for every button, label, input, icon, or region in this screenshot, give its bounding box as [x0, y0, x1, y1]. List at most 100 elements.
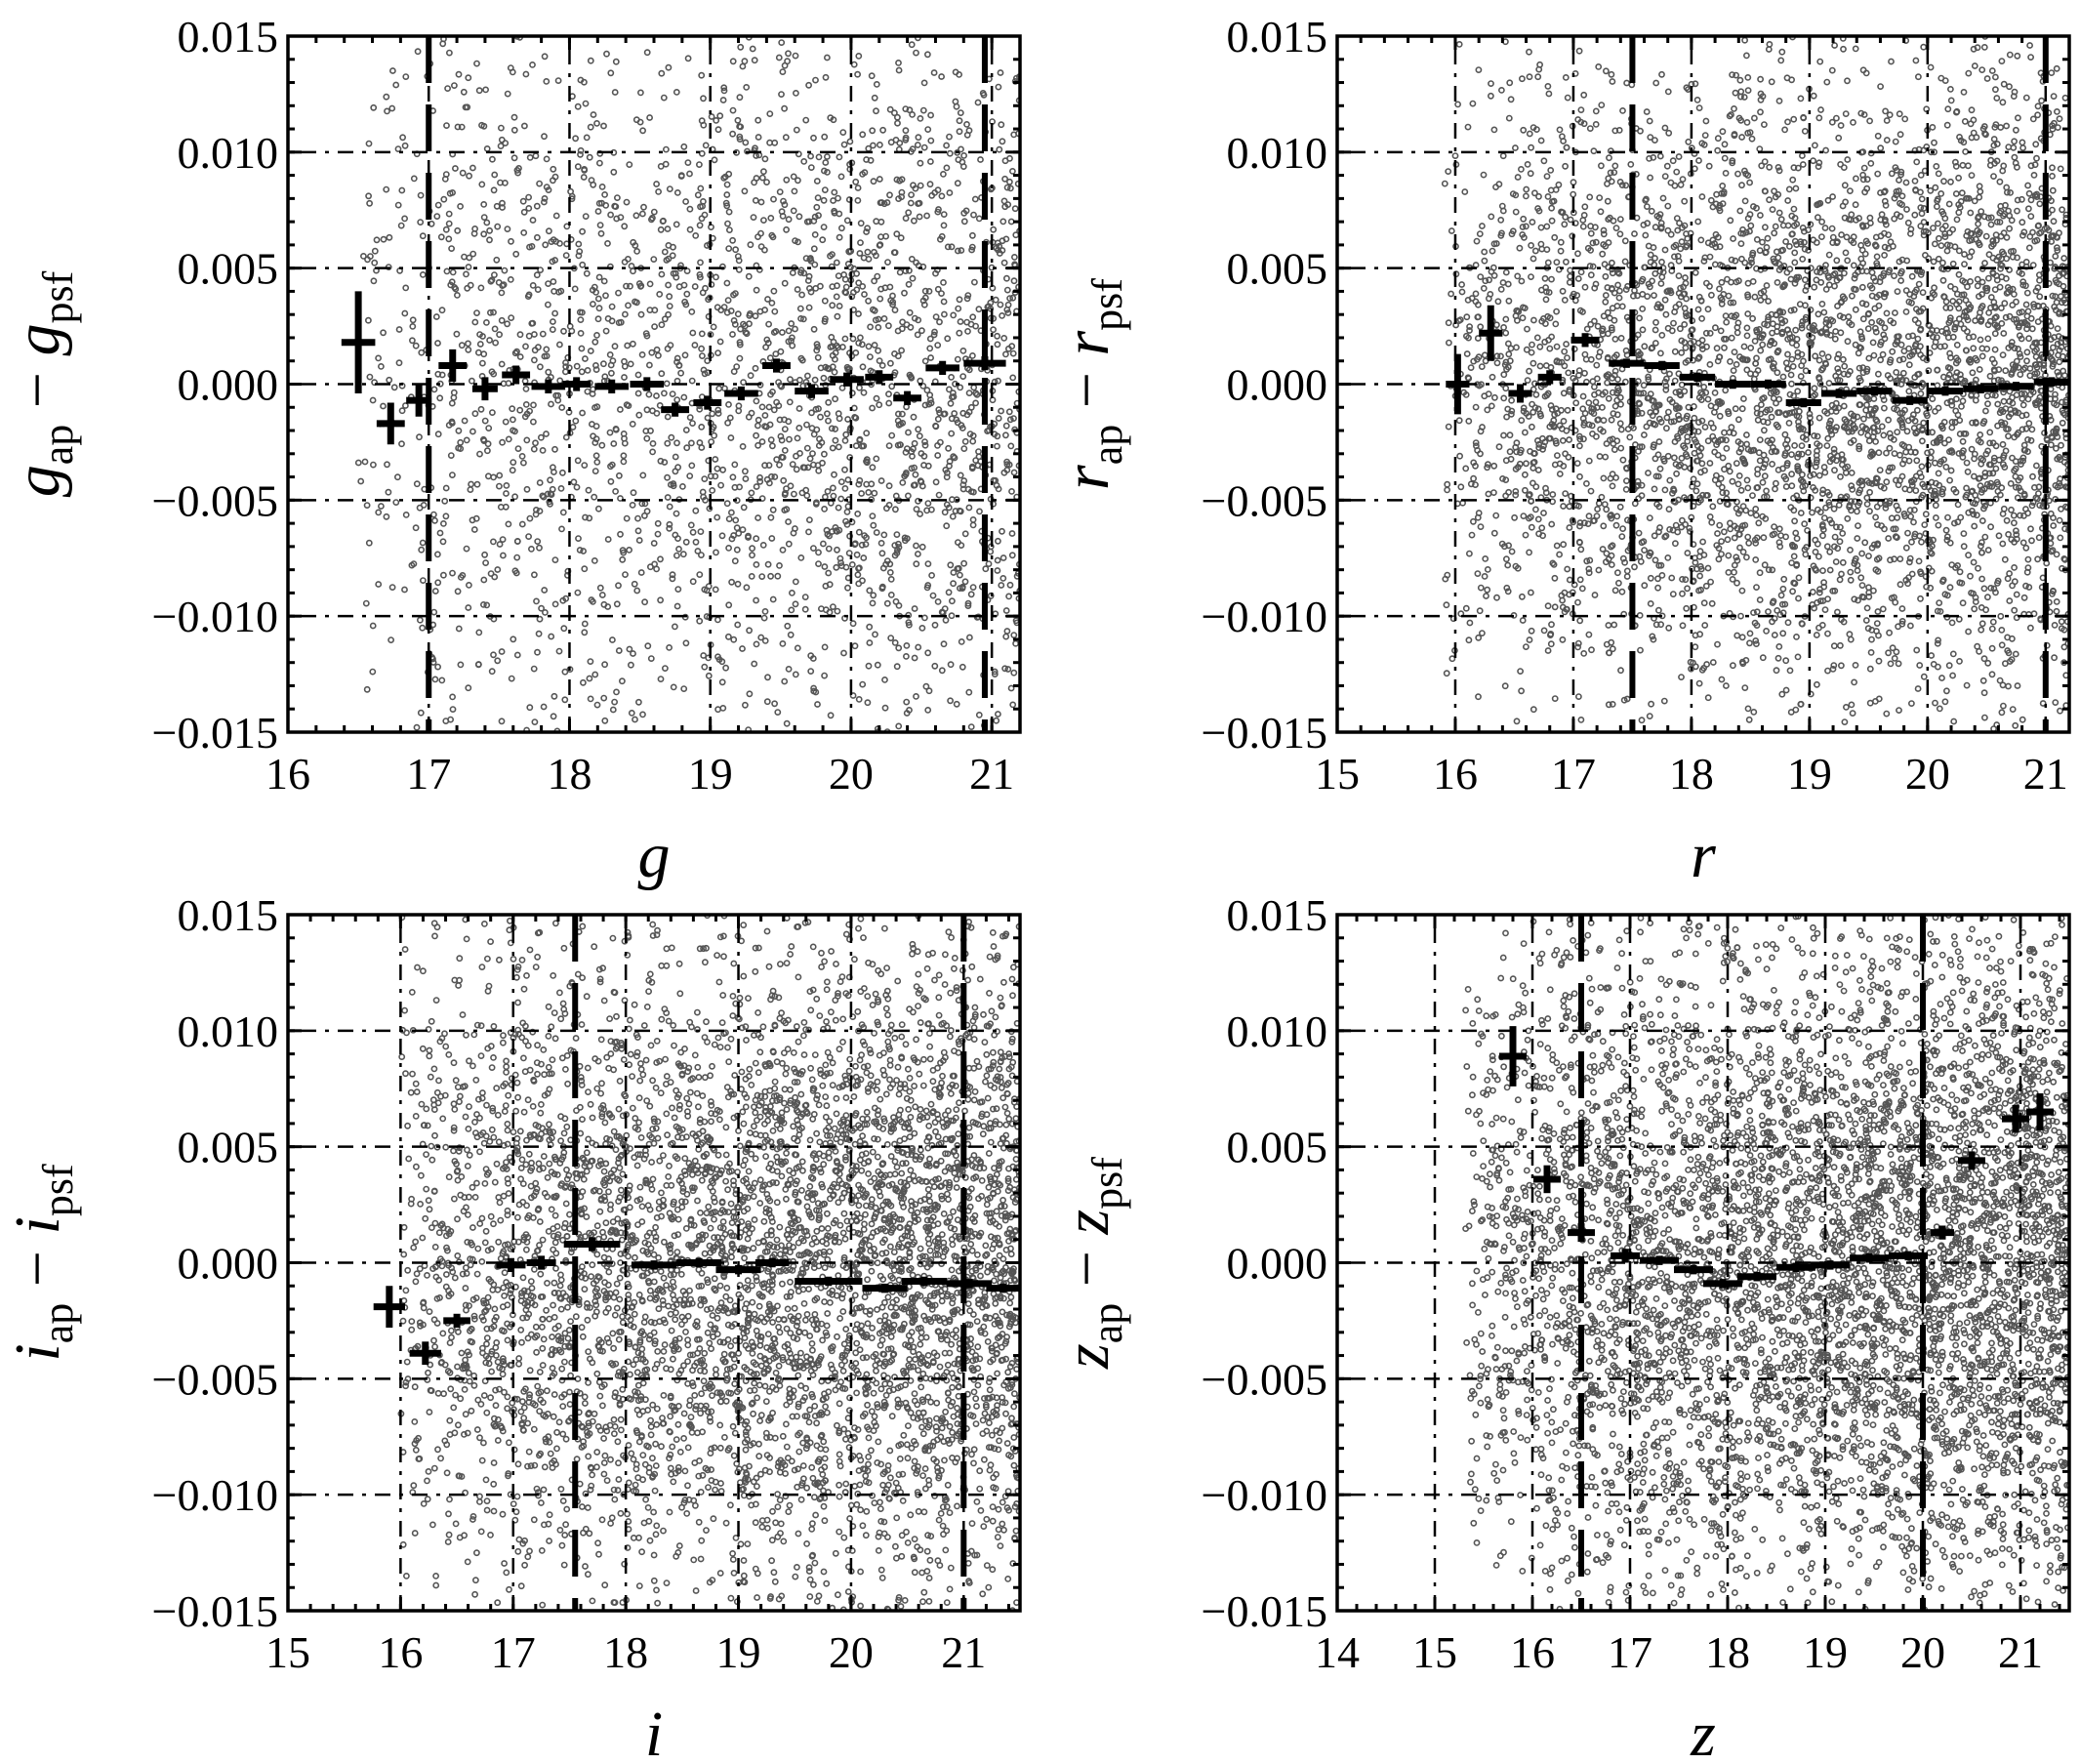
scatter-point [1822, 285, 1830, 293]
scatter-point [366, 199, 373, 207]
scatter-point [1731, 131, 1738, 138]
scatter-point [899, 410, 906, 418]
scatter-point [540, 493, 548, 501]
scatter-point [1992, 589, 1999, 596]
scatter-point [417, 219, 425, 226]
scatter-point [514, 169, 521, 177]
scatter-point [767, 214, 775, 222]
scatter-point [1652, 269, 1659, 277]
scatter-point [871, 277, 877, 285]
scatter-point [1992, 465, 2000, 472]
scatter-point [758, 174, 766, 182]
scatter-point [835, 410, 842, 418]
scatter-point [408, 337, 416, 345]
scatter-point [491, 171, 499, 179]
scatter-point [1529, 465, 1537, 472]
scatter-point [1675, 153, 1683, 160]
scatter-point [1745, 539, 1753, 547]
scatter-point [784, 622, 792, 630]
scatter-point [1820, 514, 1828, 521]
scatter-point [910, 182, 917, 189]
scatter-point [480, 200, 488, 208]
scatter-point [1613, 389, 1620, 396]
scatter-point [963, 131, 971, 139]
scatter-point [1825, 380, 1833, 387]
scatter-point [673, 602, 681, 610]
scatter-point [950, 390, 957, 396]
scatter-point [520, 459, 527, 467]
scatter-point [905, 429, 912, 436]
scatter-point [585, 486, 592, 494]
scatter-point [1630, 292, 1637, 300]
scatter-point [925, 687, 933, 695]
scatter-point [857, 334, 864, 342]
scatter-point [826, 608, 834, 616]
scatter-point [1934, 639, 1941, 647]
scatter-point [946, 462, 953, 470]
scatter-point [810, 684, 817, 692]
scatter-point [1738, 634, 1746, 641]
scatter-point [580, 174, 588, 181]
scatter-point [821, 133, 829, 141]
scatter-point [840, 141, 848, 148]
scatter-point [1635, 378, 1642, 385]
scatter-point [1499, 279, 1507, 286]
scatter-point [547, 476, 553, 484]
scatter-point [627, 360, 634, 368]
scatter-point [561, 668, 569, 676]
scatter-point [803, 444, 811, 452]
scatter-point [1862, 406, 1870, 414]
scatter-point [1851, 678, 1857, 686]
scatter-point [1678, 238, 1686, 246]
scatter-point [1978, 575, 1985, 583]
scatter-point [1872, 328, 1880, 336]
scatter-point [633, 247, 640, 255]
scatter-point [1672, 304, 1680, 310]
scatter-point [1592, 238, 1600, 246]
scatter-point [999, 311, 1005, 319]
scatter-point [699, 488, 707, 496]
scatter-point [1004, 666, 1012, 673]
scatter-point [1000, 259, 1008, 267]
scatter-point [858, 490, 865, 497]
scatter-point [537, 363, 544, 371]
scatter-point [457, 202, 464, 210]
scatter-point [673, 552, 680, 559]
scatter-point [1996, 219, 2004, 226]
scatter-point [911, 464, 918, 472]
scatter-point [682, 538, 690, 546]
scatter-point [1587, 271, 1595, 279]
scatter-point [1789, 176, 1797, 184]
scatter-point [965, 408, 973, 416]
scatter-point [541, 53, 549, 61]
scatter-point [768, 299, 776, 307]
scatter-point [1759, 93, 1767, 100]
scatter-point [1949, 650, 1957, 658]
scatter-point [1844, 514, 1852, 522]
scatter-point [460, 88, 468, 96]
scatter-point [448, 420, 456, 427]
scatter-point [669, 252, 676, 260]
scatter-point [546, 227, 552, 235]
scatter-point [1888, 514, 1896, 522]
scatter-point [1566, 576, 1573, 584]
scatter-point [735, 266, 743, 273]
binned-mean [724, 386, 758, 401]
scatter-point [518, 452, 526, 460]
scatter-point [725, 208, 733, 216]
scatter-point [665, 281, 672, 289]
scatter-point [997, 69, 1004, 76]
scatter-point [473, 60, 480, 67]
scatter-point [717, 481, 724, 489]
scatter-point [760, 217, 767, 224]
scatter-point [1745, 262, 1753, 269]
scatter-point [1529, 479, 1536, 487]
scatter-point [932, 478, 940, 486]
scatter-point [1978, 620, 1986, 628]
scatter-point [1661, 486, 1669, 494]
scatter-point [834, 312, 841, 320]
scatter-point [1576, 442, 1583, 450]
scatter-point [1499, 474, 1506, 482]
scatter-point [1988, 671, 1996, 678]
scatter-point [1741, 167, 1748, 175]
